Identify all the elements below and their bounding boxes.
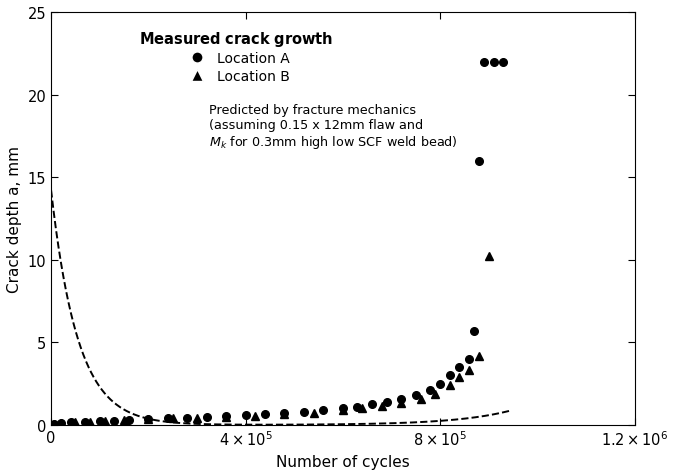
Location B <box>446 383 454 388</box>
Location A <box>470 328 478 334</box>
Location A <box>222 413 230 419</box>
Location B <box>475 353 483 358</box>
Location A <box>436 381 444 387</box>
X-axis label: Number of cycles: Number of cycles <box>276 454 410 469</box>
Location A <box>57 420 65 426</box>
Location B <box>222 414 230 420</box>
Location A <box>81 419 89 425</box>
Location A <box>67 420 75 426</box>
Line: Location A: Location A <box>50 59 507 428</box>
Location B <box>251 413 259 419</box>
Location B <box>310 410 318 416</box>
Location A <box>368 402 376 407</box>
Location A <box>427 387 435 393</box>
Location A <box>480 60 488 65</box>
Location A <box>300 409 308 415</box>
Location B <box>144 416 153 422</box>
Location B <box>377 403 385 409</box>
Location B <box>280 411 288 417</box>
Location A <box>280 410 288 416</box>
Location A <box>353 404 361 410</box>
Location B <box>72 420 80 426</box>
Legend: Location A, Location B: Location A, Location B <box>134 24 340 89</box>
Location B <box>397 400 405 406</box>
Location A <box>475 159 483 164</box>
Location A <box>183 415 191 420</box>
Text: Predicted by fracture mechanics
(assuming 0.15 x 12mm flaw and
$M_k$ for 0.3mm h: Predicted by fracture mechanics (assumin… <box>209 104 458 151</box>
Location A <box>144 416 153 422</box>
Location A <box>412 393 420 398</box>
Location A <box>319 407 327 413</box>
Location B <box>431 391 439 397</box>
Location A <box>125 417 133 423</box>
Location B <box>465 368 473 374</box>
Location A <box>500 60 508 65</box>
Location A <box>489 60 497 65</box>
Location A <box>397 396 405 402</box>
Location B <box>339 407 347 413</box>
Location A <box>383 399 391 405</box>
Y-axis label: Crack depth a, mm: Crack depth a, mm <box>7 146 22 292</box>
Location A <box>49 421 57 427</box>
Location A <box>202 414 211 420</box>
Location B <box>169 416 177 421</box>
Location A <box>339 406 347 411</box>
Location A <box>446 373 454 378</box>
Location A <box>96 418 104 424</box>
Location A <box>164 416 172 421</box>
Line: Location B: Location B <box>50 253 493 428</box>
Location A <box>242 412 250 418</box>
Location B <box>57 420 65 426</box>
Location B <box>86 419 94 425</box>
Location B <box>193 415 201 420</box>
Location B <box>120 417 128 423</box>
Location B <box>358 406 367 411</box>
Location A <box>456 365 464 370</box>
Location B <box>416 396 425 402</box>
Location A <box>110 418 118 424</box>
Location B <box>49 421 57 427</box>
Location B <box>485 254 493 260</box>
Location A <box>465 356 473 362</box>
Location A <box>261 411 269 417</box>
Location B <box>101 418 109 424</box>
Location B <box>456 375 464 380</box>
